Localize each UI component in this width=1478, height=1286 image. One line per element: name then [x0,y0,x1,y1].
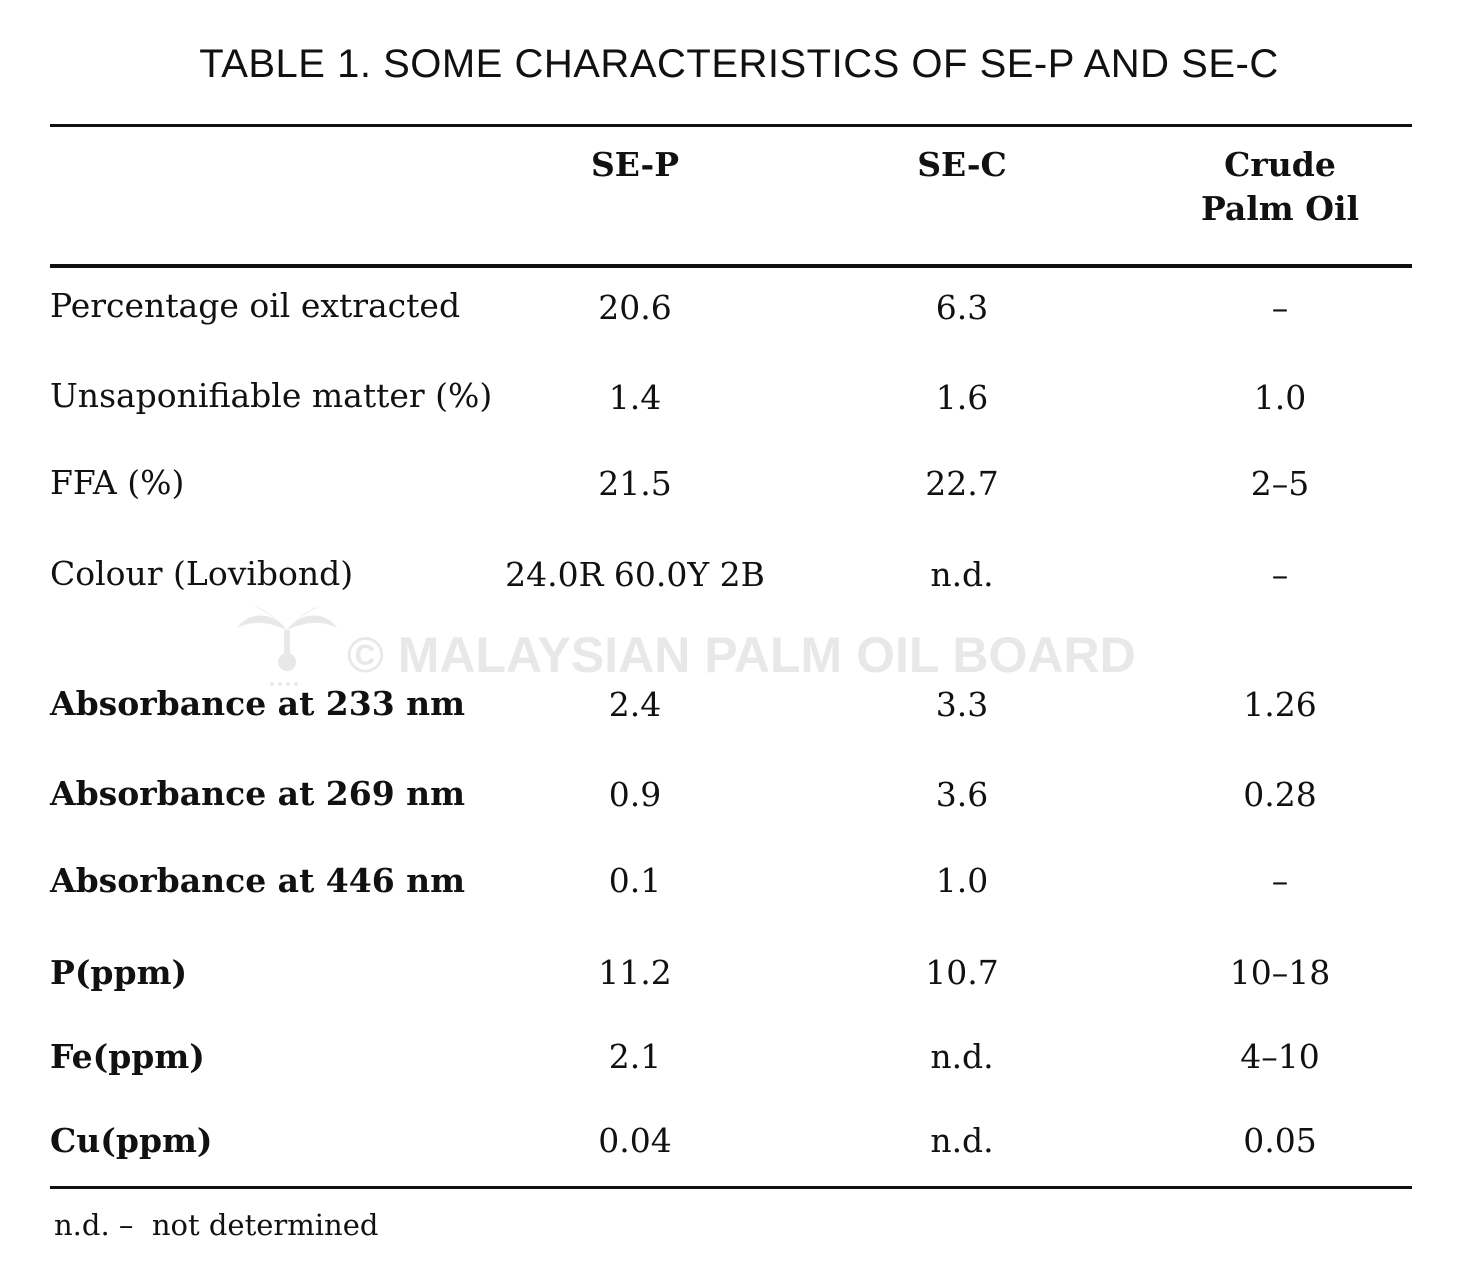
cell-sep: 21.5 [598,464,672,503]
cell-sep: 11.2 [598,953,672,992]
cell-cpo: 1.0 [1253,378,1307,417]
cell-sec: n.d. [930,1037,994,1076]
cell-sec: 3.3 [935,685,989,724]
row-label: Absorbance at 233 nm [50,684,466,723]
cell-sep: 0.1 [608,861,662,900]
cell-sec: 3.6 [935,775,989,814]
cell-cpo: – [1271,555,1289,594]
cell-cpo: 10–18 [1229,953,1331,992]
row-label: Fe(ppm) [50,1037,205,1076]
cell-sec: 1.0 [935,861,989,900]
column-header-cpo-line1: Crude [1224,145,1336,184]
cell-cpo: 0.28 [1243,775,1317,814]
header-rule [50,264,1412,268]
cell-sec: 22.7 [925,464,999,503]
row-label: Absorbance at 446 nm [50,861,466,900]
cell-sec: 6.3 [935,288,989,327]
column-header-sec: SE-C [882,143,1042,187]
palm-tree-icon [237,606,337,686]
column-header-sec-label: SE-C [917,145,1007,184]
watermark: © MALAYSIAN PALM OIL BOARD [232,600,1252,690]
cell-sep: 1.4 [608,378,662,417]
cell-sep: 2.4 [608,685,662,724]
column-header-cpo: Crude Palm Oil [1170,143,1390,231]
row-label: Percentage oil extracted [50,286,461,325]
cell-cpo: 1.26 [1243,685,1317,724]
column-header-cpo-line2: Palm Oil [1200,189,1360,228]
cell-sep: 0.9 [608,775,662,814]
row-label: Unsaponifiable matter (%) [50,376,493,415]
row-label: FFA (%) [50,463,185,502]
cell-cpo: 2–5 [1250,464,1310,503]
watermark-text: © MALAYSIAN PALM OIL BOARD [347,627,1136,683]
column-header-sep: SE-P [555,143,715,187]
column-header-sep-label: SE-P [590,145,680,184]
cell-sec: n.d. [930,555,994,594]
cell-sec: n.d. [930,1121,994,1160]
cell-sep: 2.1 [608,1037,662,1076]
cell-sec: 1.6 [935,378,989,417]
cell-cpo: – [1271,861,1289,900]
cell-sep: 0.04 [598,1121,672,1160]
cell-sep: 24.0R 60.0Y 2B [505,555,765,594]
footnote: n.d. – not determined [54,1208,379,1242]
row-label: P(ppm) [50,953,188,992]
table-title: TABLE 1. SOME CHARACTERISTICS OF SE-P AN… [199,42,1279,86]
cell-cpo: – [1271,288,1289,327]
row-label: Colour (Lovibond) [50,554,354,593]
cell-sep: 20.6 [598,288,672,327]
bottom-rule [50,1186,1412,1189]
cell-cpo: 0.05 [1243,1121,1317,1160]
top-rule [50,124,1412,127]
cell-cpo: 4–10 [1240,1037,1320,1076]
row-label: Cu(ppm) [50,1121,213,1160]
row-label: Absorbance at 269 nm [50,774,466,813]
cell-sec: 10.7 [925,953,999,992]
